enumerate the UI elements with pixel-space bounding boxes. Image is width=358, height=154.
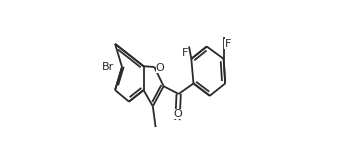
Text: F: F [224, 38, 231, 49]
Text: Br: Br [102, 62, 114, 72]
Text: O: O [156, 63, 164, 73]
Text: O: O [173, 109, 182, 119]
Text: F: F [182, 48, 188, 58]
